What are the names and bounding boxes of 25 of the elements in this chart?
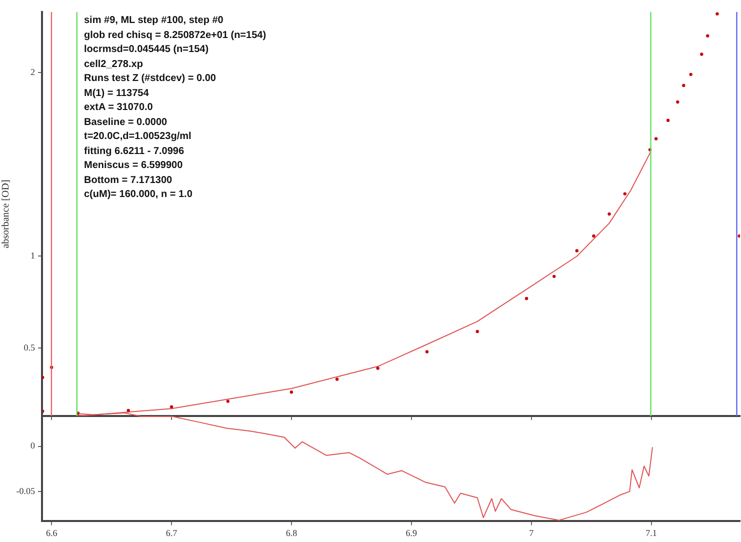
annotation: glob red chisq = 8.250872e+01 (n=154)	[84, 28, 266, 42]
annotation: locrmsd=0.045445 (n=154)	[84, 43, 210, 57]
annotation: Baseline = 0.0000	[84, 116, 168, 130]
annotation: c(uM)= 160.000, n = 1.0	[84, 188, 194, 202]
annotation: extA = 31070.0	[84, 101, 154, 115]
x-tick-label: 7.1	[646, 528, 657, 538]
annotation: fitting 6.6211 - 7.0996	[84, 144, 186, 158]
annotation: cell2_278.xp	[84, 58, 144, 72]
annotation: Bottom = 7.171300	[84, 174, 174, 188]
annotation: sim #9, ML step #100, step #0	[84, 14, 224, 28]
y-tick-label: 0.5	[24, 342, 36, 352]
x-tick-label: 6.8	[286, 528, 298, 538]
y-tick-label: 2	[30, 66, 35, 77]
x-tick-label: 6.7	[166, 528, 178, 538]
x-tick-label: 6.6	[46, 528, 58, 538]
x-tick-label: 6.9	[406, 528, 418, 538]
y-tick-label: 1	[30, 250, 35, 261]
y-axis-title: absorbance [OD]	[0, 180, 12, 248]
y-tick-label: -0.05	[16, 486, 36, 496]
annotation: M(1) = 113754	[84, 86, 150, 100]
annotation: Meniscus = 6.599900	[84, 159, 184, 173]
annotation: Runs test Z (#stdcev) = 0.00	[84, 72, 217, 86]
y-tick-label: 0	[30, 440, 36, 451]
annotation: t=20.0C,d=1.00523g/ml	[84, 130, 192, 144]
x-tick-label: 7	[529, 528, 534, 538]
